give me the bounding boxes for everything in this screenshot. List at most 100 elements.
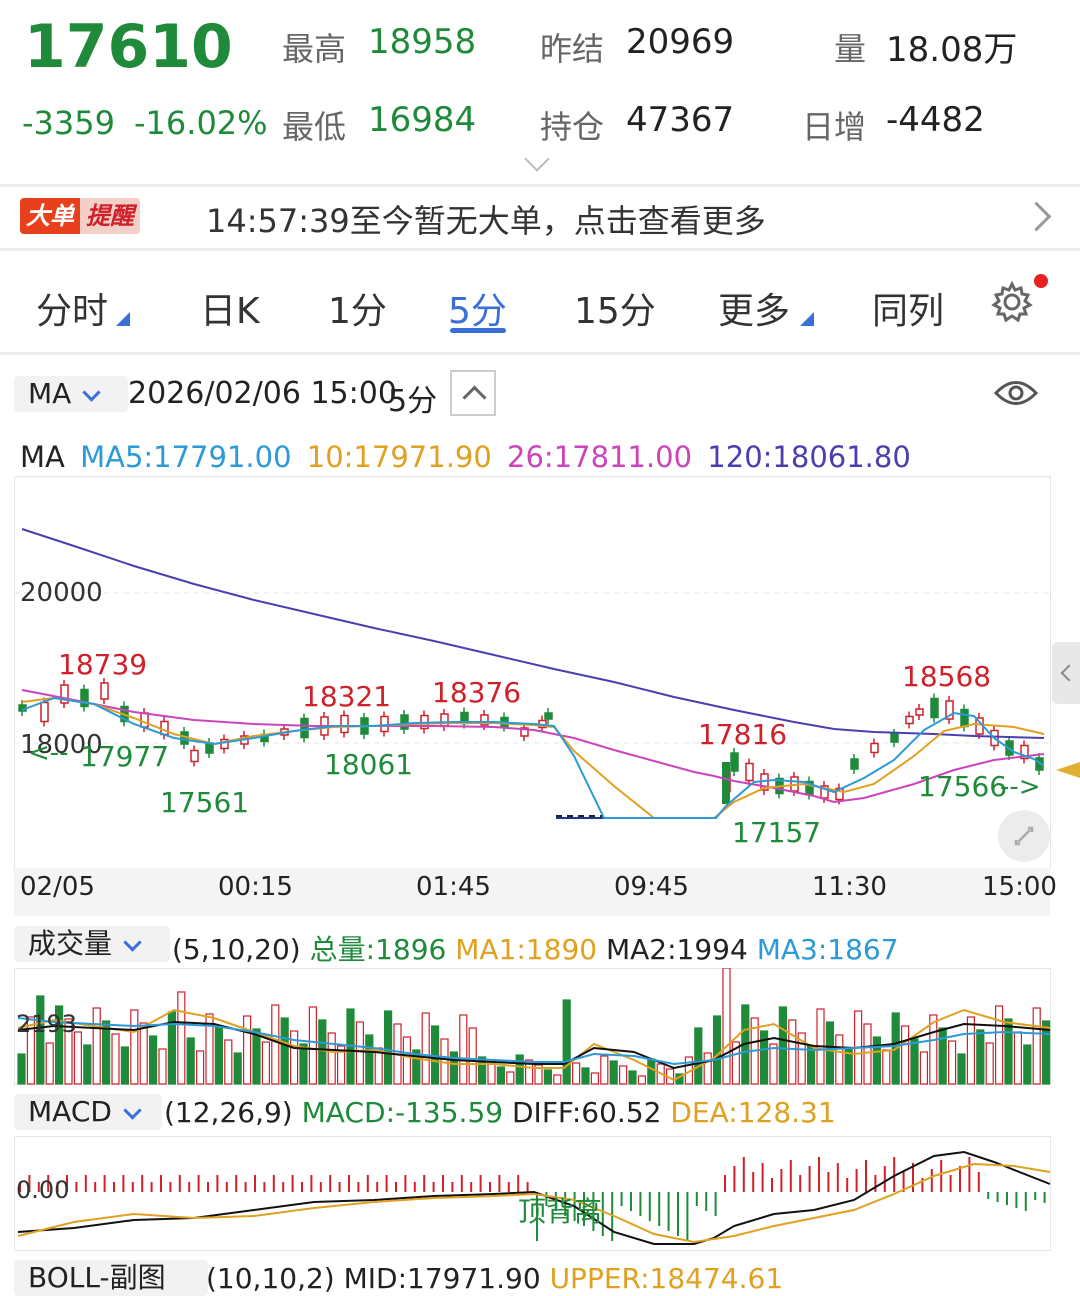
- annotation-low: 17566: [918, 770, 1008, 803]
- volume-bar: [224, 1039, 233, 1085]
- volume-bar: [243, 1015, 252, 1085]
- current-price-marker: [1056, 762, 1080, 778]
- volume-bar: [496, 1066, 505, 1085]
- big-order-banner[interactable]: 大单 提醒 14:57:39至今暂无大单，点击查看更多: [0, 188, 1080, 246]
- volume-chart[interactable]: [14, 968, 1052, 1086]
- volume-label: 量: [834, 30, 867, 68]
- volume-bar: [139, 1022, 148, 1085]
- candle-body: [890, 733, 899, 743]
- volume-ma1-line: [17, 1008, 1051, 1082]
- candle-body: [945, 700, 954, 720]
- volume-bar: [449, 1051, 458, 1085]
- boll-indicator-select[interactable]: BOLL-副图: [14, 1260, 208, 1296]
- settings-gear-icon[interactable]: [990, 280, 1034, 324]
- annotation-low: 17157: [732, 816, 822, 849]
- tab-daily-k[interactable]: 日K: [200, 291, 260, 332]
- ma5-value: MA5:17791.00: [80, 440, 292, 474]
- volume-bar: [806, 1045, 816, 1085]
- collapse-button[interactable]: [450, 370, 496, 416]
- macd-diff: DIFF:60.52: [512, 1096, 662, 1129]
- volume-total: 总量:1896: [309, 933, 447, 966]
- volume-ma2: MA2:1994: [605, 933, 748, 966]
- candle-body: [820, 785, 829, 799]
- macd-chart[interactable]: [14, 1136, 1052, 1252]
- expand-chevron-icon[interactable]: [524, 146, 550, 172]
- candle-body: [220, 738, 229, 750]
- volume-bar: [947, 1040, 957, 1085]
- boll-select-label: BOLL-副图: [28, 1261, 166, 1294]
- volume-bar: [637, 1075, 647, 1085]
- volume-ma1: MA1:1890: [455, 933, 598, 966]
- tab-1min[interactable]: 1分: [328, 291, 387, 332]
- volume-bar: [882, 1049, 891, 1085]
- tab-15min[interactable]: 15分: [574, 291, 656, 332]
- price-change-pct: -16.02%: [134, 104, 268, 142]
- volume-bar: [459, 1014, 468, 1085]
- tab-intraday[interactable]: 分时: [36, 291, 109, 332]
- volume-bar: [797, 1032, 806, 1085]
- candlestick-chart[interactable]: [14, 476, 1052, 916]
- big-order-badge: 大单 提醒: [20, 198, 140, 234]
- volume-bar: [233, 1052, 242, 1085]
- x-label: 02/05: [20, 872, 95, 902]
- volume-bar: [365, 1034, 374, 1085]
- annotation-high: 18321: [302, 680, 392, 713]
- volume-bar: [976, 1029, 985, 1085]
- boll-upper: UPPER:18474.61: [549, 1262, 784, 1295]
- volume-bar: [600, 1055, 609, 1085]
- volume-bar: [571, 1062, 581, 1085]
- dropdown-indicator-icon: [116, 312, 130, 326]
- chevron-down-icon: [123, 933, 142, 952]
- divergence-label: 顶背离: [518, 1195, 603, 1228]
- ma26-value: 26:17811.00: [507, 440, 693, 474]
- volume-bar: [788, 1019, 797, 1085]
- candle-body: [960, 708, 969, 728]
- candle-body: [480, 714, 489, 726]
- volume-value: 18.08万: [886, 30, 1018, 70]
- badge-part1: 大单: [20, 198, 80, 234]
- candle-body: [80, 688, 89, 708]
- side-panel-handle[interactable]: [1052, 642, 1080, 704]
- boll-mid: MID:17971.90: [343, 1262, 541, 1295]
- x-label: 00:15: [218, 872, 293, 902]
- volume-bar: [271, 1004, 280, 1085]
- volume-bar: [45, 1042, 54, 1085]
- volume-bar: [872, 1036, 882, 1085]
- volume-bar: [158, 1048, 167, 1085]
- annotation-high: 18739: [58, 648, 148, 681]
- price-change: -3359: [22, 104, 115, 142]
- volume-bar: [1041, 1020, 1051, 1085]
- y-label-18000: 18000: [20, 730, 103, 760]
- x-label: 01:45: [416, 872, 491, 902]
- macd-indicator-select[interactable]: MACD: [14, 1094, 162, 1130]
- tab-more[interactable]: 更多: [718, 291, 791, 332]
- tab-5min[interactable]: 5分: [448, 291, 507, 332]
- x-label: 09:45: [614, 872, 689, 902]
- boll-legend: (10,10,2) MID:17971.90 UPPER:18474.61: [206, 1262, 783, 1295]
- candle-body: [544, 712, 553, 720]
- ma-legend-prefix: MA: [20, 440, 65, 474]
- candle-body: [722, 762, 730, 804]
- tab-same-series[interactable]: 同列: [872, 291, 945, 332]
- volume-select-label: 成交量: [28, 927, 113, 960]
- x-axis-band: [14, 868, 1050, 916]
- volume-bar: [1032, 1007, 1041, 1085]
- prev-settle-value: 20969: [626, 22, 735, 62]
- volume-bar: [994, 1005, 1004, 1085]
- chart-period: 5分: [388, 384, 438, 419]
- volume-bar: [412, 1049, 421, 1085]
- indicator-select-ma[interactable]: MA: [14, 376, 128, 412]
- daily-increase-value: -4482: [886, 100, 985, 140]
- volume-bar: [778, 1006, 788, 1085]
- candle-body: [915, 708, 924, 716]
- volume-bar: [36, 995, 45, 1085]
- candle-body: [190, 749, 199, 763]
- fullscreen-icon[interactable]: [998, 810, 1050, 862]
- left-arrow-icon: <--: [28, 738, 69, 768]
- volume-bar: [609, 1060, 618, 1085]
- banner-text: 14:57:39至今暂无大单，点击查看更多: [206, 202, 766, 240]
- volume-bar: [299, 1043, 308, 1085]
- eye-icon[interactable]: [993, 378, 1039, 408]
- volume-bar: [111, 1033, 120, 1085]
- volume-indicator-select[interactable]: 成交量: [14, 926, 170, 962]
